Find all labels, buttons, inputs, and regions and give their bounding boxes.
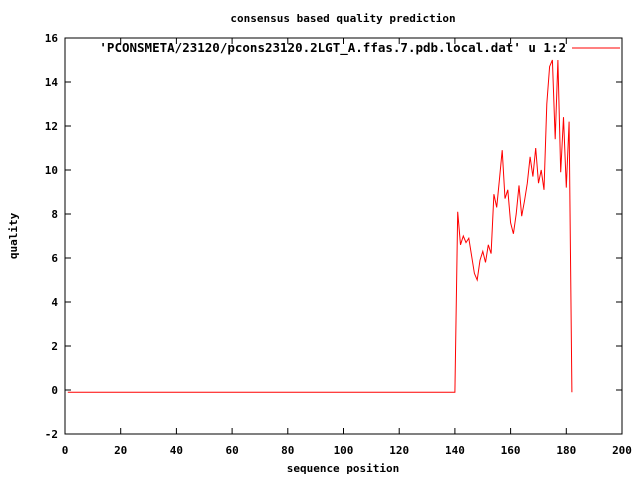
y-tick-label: 6 <box>51 252 58 265</box>
chart-title: consensus based quality prediction <box>230 12 455 25</box>
data-polyline <box>67 59 573 393</box>
legend: 'PCONSMETA/23120/pcons23120.2LGT_A.ffas.… <box>99 40 620 56</box>
x-tick-label: 160 <box>501 444 521 457</box>
y-tick-label: 14 <box>45 76 59 89</box>
plot-border <box>64 37 623 435</box>
x-tick-label: 0 <box>62 444 69 457</box>
x-axis-label: sequence position <box>287 462 400 475</box>
x-tick-label: 40 <box>170 444 183 457</box>
x-tick-label: 200 <box>612 444 632 457</box>
x-tick-label: 20 <box>114 444 127 457</box>
y-tick-label: -2 <box>45 428 58 441</box>
x-tick-label: 140 <box>445 444 465 457</box>
x-tick-label: 120 <box>389 444 409 457</box>
x-tick-label: 180 <box>556 444 576 457</box>
legend-label: 'PCONSMETA/23120/pcons23120.2LGT_A.ffas.… <box>99 40 566 56</box>
x-tick-label: 60 <box>225 444 238 457</box>
y-axis-label: quality <box>7 212 20 259</box>
x-tick-label: 100 <box>334 444 354 457</box>
y-tick-label: 8 <box>51 208 58 221</box>
ticks-layer: 0 20 40 60 80 100 120 140 160 180 200 -2 0 2 4 6 8 10 12 14… <box>45 32 632 457</box>
x-tick-label: 80 <box>281 444 294 457</box>
y-tick-label: 2 <box>51 340 58 353</box>
y-tick-label: 16 <box>45 32 59 45</box>
y-tick-label: 4 <box>51 296 58 309</box>
y-tick-label: 10 <box>45 164 58 177</box>
y-tick-label: 0 <box>51 384 58 397</box>
y-tick-label: 12 <box>45 120 58 133</box>
